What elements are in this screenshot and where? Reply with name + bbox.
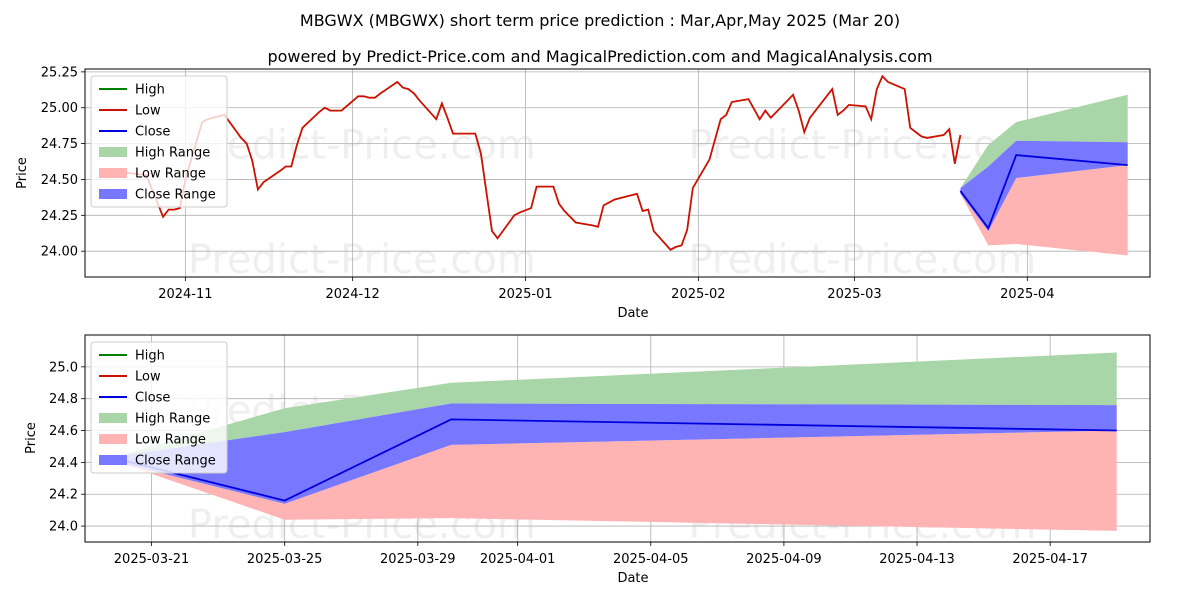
bottom-panel: Predict-Price.comPredict-Price.comPredic…	[24, 334, 1151, 586]
bottom-y-tick-label: 24.8	[49, 392, 78, 407]
top-x-tick-label: 2025-04	[1000, 287, 1054, 302]
bottom-plot-frame	[84, 334, 1151, 543]
bottom-y-tick-label: 24.6	[49, 424, 78, 439]
bottom-legend: High Low Close High Range Low Range Close Ran…	[90, 341, 228, 474]
top-x-tick-label: 2025-01	[498, 287, 552, 302]
top-plot-frame	[84, 68, 1151, 278]
top-y-ticks: 24.00 24.25 24.50 24.75 25.00 25.25	[41, 65, 85, 260]
top-y-tick-label: 25.25	[41, 65, 78, 80]
bottom-range-areas	[118, 352, 1117, 531]
top-legend-label: Close Range	[135, 188, 216, 203]
bottom-y-tick-label: 24.0	[49, 520, 78, 535]
bottom-high-range-area	[118, 352, 1117, 456]
bottom-x-ticks: 2025-03-21 2025-03-25 2025-03-29 2025-04-01…	[114, 542, 1088, 567]
top-y-tick-label: 25.00	[41, 101, 78, 116]
bottom-legend-swatch	[99, 434, 127, 444]
top-x-ticks: 2024-11 2024-12 2025-01 2025-02 2025-03 2025-…	[158, 277, 1054, 302]
top-y-tick-label: 24.00	[41, 245, 78, 260]
top-high-range-area	[960, 94, 1128, 189]
top-legend-label: Low Range	[135, 167, 206, 182]
top-x-tick-label: 2025-02	[671, 287, 725, 302]
bottom-x-tick-label: 2025-04-17	[1012, 552, 1088, 567]
bottom-y-tick-label: 25.0	[49, 360, 78, 375]
bottom-legend-label: Close	[135, 391, 170, 406]
bottom-low-range-area	[118, 430, 1117, 531]
top-legend-label: High Range	[135, 146, 210, 161]
top-low-range-area	[960, 165, 1128, 256]
bottom-x-tick-label: 2025-03-25	[247, 552, 323, 567]
bottom-x-tick-label: 2025-04-13	[879, 552, 955, 567]
bottom-close-range-area	[118, 403, 1117, 504]
chart-title: MBGWX (MBGWX) short term price predictio…	[300, 11, 900, 30]
bottom-y-tick-label: 24.2	[49, 488, 78, 503]
top-watermark: Predict-Price.com	[188, 122, 536, 168]
bottom-legend-label: Close Range	[135, 454, 216, 469]
top-legend-swatch	[99, 168, 127, 178]
bottom-y-axis-label: Price	[24, 422, 39, 454]
top-gridlines	[85, 69, 1150, 277]
top-close-forecast-line	[959, 154, 1128, 231]
bottom-series-lines	[118, 418, 1117, 502]
top-y-tick-label: 24.50	[41, 173, 78, 188]
chart-subtitle: powered by Predict-Price.com and Magical…	[267, 47, 932, 66]
bottom-legend-label: High	[135, 349, 165, 364]
top-y-tick-label: 24.25	[41, 209, 78, 224]
bottom-x-tick-label: 2025-04-01	[480, 552, 556, 567]
top-legend-label: Low	[135, 104, 161, 119]
bottom-x-tick-label: 2025-03-29	[380, 552, 456, 567]
bottom-legend-swatch	[99, 455, 127, 465]
top-legend-label: Close	[135, 125, 170, 140]
top-watermarks: Predict-Price.com Predict-Price.com Predic…	[188, 122, 1036, 282]
top-legend-swatch	[99, 147, 127, 157]
top-y-axis-label: Price	[15, 157, 30, 189]
bottom-legend-label: Low Range	[135, 433, 206, 448]
bottom-legend-label: Low	[135, 370, 161, 385]
bottom-legend-label: High Range	[135, 412, 210, 427]
top-range-areas	[960, 94, 1128, 256]
top-x-axis-label: Date	[617, 306, 648, 321]
top-watermark: Predict-Price.com	[188, 237, 536, 283]
top-price-history-line	[123, 74, 962, 251]
top-legend: High Low Close High Range Low Range Close Ran…	[90, 75, 228, 208]
top-x-tick-label: 2024-12	[325, 287, 379, 302]
top-legend-label: High	[135, 83, 165, 98]
bottom-y-tick-label: 24.4	[49, 456, 78, 471]
bottom-y-ticks: 24.0 24.2 24.4 24.6 24.8 25.0	[49, 360, 85, 535]
top-panel: Predict-Price.com Predict-Price.com Predic…	[15, 65, 1151, 321]
top-y-tick-label: 24.75	[41, 137, 78, 152]
bottom-x-tick-label: 2025-04-09	[746, 552, 822, 567]
bottom-x-tick-label: 2025-03-21	[114, 552, 190, 567]
top-series-lines	[123, 74, 1128, 251]
bottom-x-tick-label: 2025-04-05	[613, 552, 689, 567]
bottom-x-axis-label: Date	[617, 571, 648, 586]
bottom-legend-swatch	[99, 413, 127, 423]
top-legend-swatch	[99, 189, 127, 199]
bottom-close-forecast-line	[118, 418, 1117, 502]
top-watermark: Predict-Price.com	[688, 237, 1036, 283]
top-close-range-area	[960, 140, 1128, 232]
top-x-tick-label: 2024-11	[158, 287, 212, 302]
top-x-tick-label: 2025-03	[827, 287, 881, 302]
